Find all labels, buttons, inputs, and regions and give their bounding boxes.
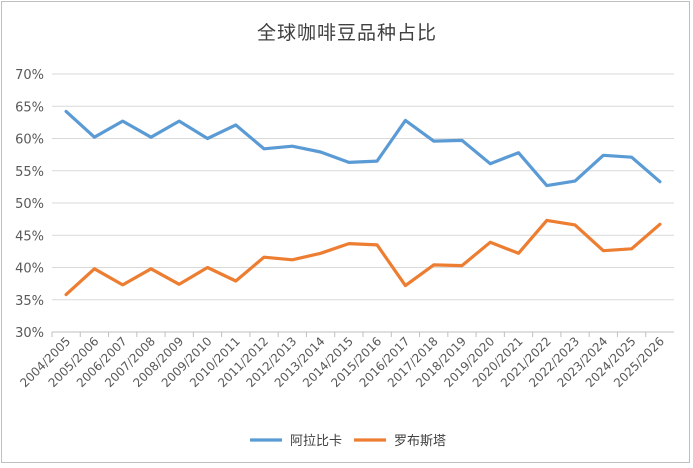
y-tick-label: 50%	[15, 197, 44, 212]
y-tick-label: 45%	[15, 229, 44, 244]
x-axis-ticks: 2004/20052005/20062006/20072007/20082008…	[17, 332, 667, 390]
series-line-0	[64, 109, 662, 188]
chart-title: 全球咖啡豆品种占比	[257, 22, 437, 44]
y-tick-label: 40%	[15, 262, 44, 277]
y-tick-label: 55%	[15, 165, 44, 180]
y-tick-label: 60%	[15, 133, 44, 148]
y-tick-label: 65%	[15, 100, 44, 115]
y-tick-label: 70%	[15, 68, 44, 83]
y-tick-label: 30%	[15, 326, 44, 341]
series-line-1	[64, 218, 662, 297]
y-axis-ticks: 30% 35% 40% 45% 50% 55% 60% 65% 70%	[15, 68, 44, 341]
series-lines	[64, 109, 662, 297]
gridlines	[52, 73, 674, 333]
legend-label-0: 阿拉比卡	[290, 434, 342, 449]
legend: 阿拉比卡 罗布斯塔	[250, 434, 446, 449]
legend-label-1: 罗布斯塔	[394, 434, 446, 449]
y-tick-label: 35%	[15, 294, 44, 309]
